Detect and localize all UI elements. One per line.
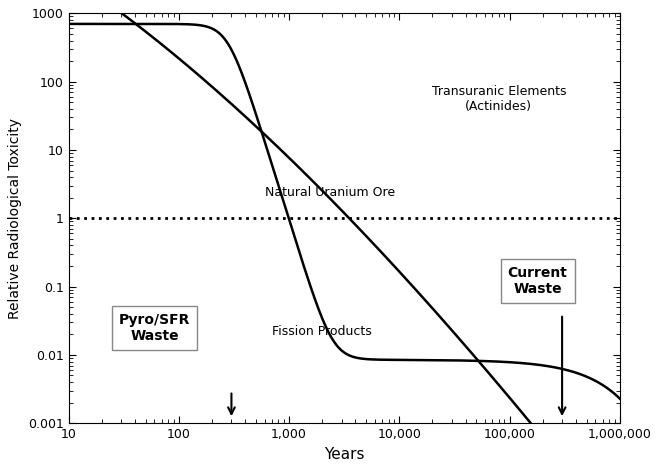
Y-axis label: Relative Radiological Toxicity: Relative Radiological Toxicity bbox=[9, 118, 22, 319]
Text: Natural Uranium Ore: Natural Uranium Ore bbox=[265, 186, 395, 199]
X-axis label: Years: Years bbox=[324, 446, 364, 462]
Text: Pyro/SFR
Waste: Pyro/SFR Waste bbox=[119, 313, 190, 343]
Text: Current
Waste: Current Waste bbox=[508, 266, 568, 296]
Text: Fission Products: Fission Products bbox=[272, 325, 372, 338]
Text: Transuranic Elements
(Actinides): Transuranic Elements (Actinides) bbox=[432, 86, 566, 113]
